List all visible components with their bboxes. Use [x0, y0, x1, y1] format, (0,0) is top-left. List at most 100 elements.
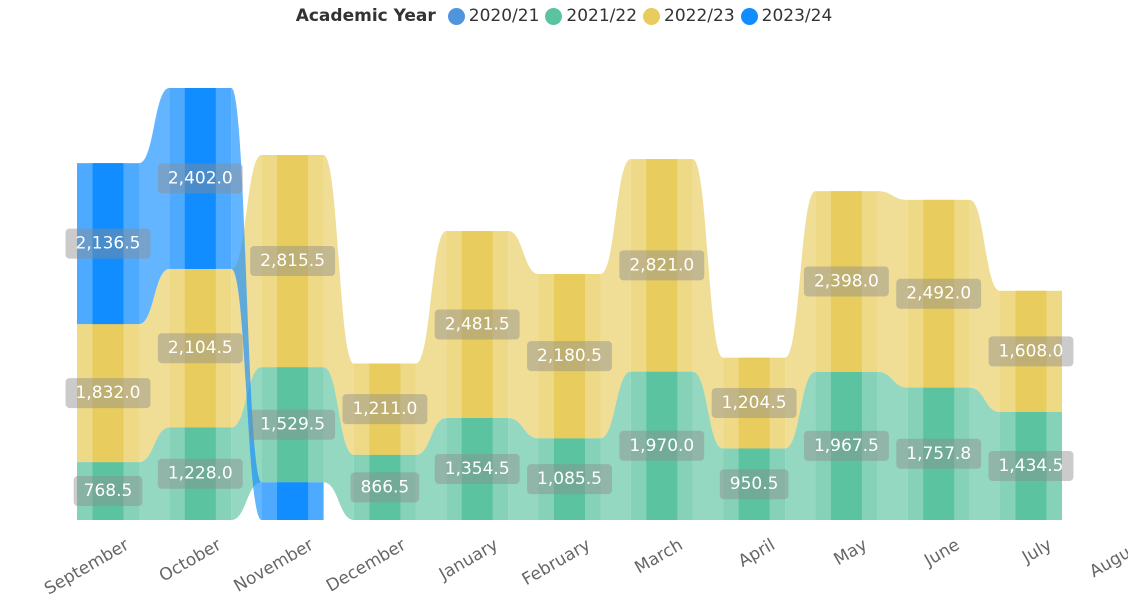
x-tick-label: October [156, 535, 225, 586]
column-core [646, 371, 678, 520]
label-bg [619, 430, 705, 461]
label-bg [527, 341, 612, 372]
legend-swatch [545, 7, 563, 25]
data-label: 1,354.5 [445, 459, 510, 479]
column-core [646, 159, 678, 372]
label-bg [527, 464, 612, 495]
ribbon [508, 417, 539, 520]
data-label: 2,492.0 [906, 284, 971, 304]
ribbon [877, 191, 908, 388]
label-bg [896, 438, 982, 469]
x-tick-label: February [519, 535, 594, 590]
label-bg [342, 394, 428, 425]
data-label: 768.5 [84, 481, 133, 501]
data-label: 1,434.5 [999, 456, 1064, 476]
data-label: 2,481.5 [445, 314, 510, 334]
column-core [923, 387, 955, 520]
column-core [92, 324, 124, 463]
column-core [184, 88, 216, 269]
label-bg [65, 378, 151, 409]
ribbon [323, 367, 354, 520]
legend-label: 2021/22 [566, 6, 638, 26]
x-tick-label: June [920, 535, 963, 571]
legend-swatch [643, 7, 661, 25]
column-core [461, 417, 493, 520]
column-core [277, 482, 309, 520]
labels: 768.5 1,832.0 2,136.5 1,228.0 2,104.5 2,402.0… [65, 163, 1074, 507]
legend-item[interactable]: 2021/22 [545, 6, 637, 26]
data-label: 1,204.5 [722, 393, 787, 413]
ribbon [969, 199, 1000, 412]
column-core [1015, 290, 1047, 412]
legend-swatch [447, 7, 465, 25]
legend-label: 2022/23 [664, 6, 735, 26]
columns [77, 88, 1062, 520]
ribbon [600, 159, 631, 439]
x-tick-label: April [735, 535, 779, 572]
label-bg [434, 453, 520, 484]
x-tick-label: August [1086, 535, 1128, 582]
x-tick-label: September [41, 535, 132, 599]
legend-item[interactable]: 2022/23 [643, 6, 735, 26]
data-label: 2,398.0 [814, 271, 879, 291]
column-core [738, 357, 770, 449]
x-tick-label: May [830, 535, 870, 570]
legend-title: Academic Year [295, 6, 436, 26]
label-bg [65, 228, 151, 259]
label-bg [988, 450, 1074, 481]
data-label: 1,832.0 [76, 383, 141, 403]
x-tick-label: December [323, 535, 409, 596]
x-tick-label: March [631, 535, 686, 578]
label-bg [803, 266, 889, 297]
data-label: 2,104.5 [168, 338, 233, 358]
label-bg [619, 250, 705, 281]
legend-item[interactable]: 2023/24 [740, 6, 832, 26]
label-bg [896, 278, 982, 309]
ribbon [508, 231, 539, 439]
legend-label: 2020/21 [468, 6, 540, 26]
ribbon [139, 88, 170, 325]
ribbon [692, 371, 724, 520]
ribbon [692, 159, 724, 449]
label-bg [250, 409, 336, 440]
x-tick-label: July [1018, 535, 1055, 568]
column-core [369, 363, 401, 455]
column-core [554, 273, 585, 439]
label-bg [803, 430, 889, 461]
column-core [277, 367, 309, 483]
column-core [277, 155, 309, 368]
label-bg [73, 476, 143, 507]
data-label: 2,136.5 [76, 234, 141, 254]
x-tick-label: January [435, 535, 502, 585]
label-bg [711, 388, 797, 419]
ribbon [231, 88, 262, 520]
ribbon [415, 231, 447, 455]
label-bg [157, 163, 243, 194]
data-label: 2,402.0 [168, 168, 233, 188]
ribbon [785, 191, 816, 449]
column-core [923, 199, 955, 388]
x-tick-label: November [231, 535, 318, 597]
legend-item[interactable]: 2020/21 [447, 6, 540, 26]
data-label: 2,815.5 [260, 251, 325, 271]
label-bg [250, 246, 336, 277]
ribbon [969, 387, 1000, 520]
ribbon [139, 268, 170, 463]
data-label: 1,228.0 [168, 464, 233, 484]
column-core [369, 454, 401, 520]
ribbon [600, 371, 631, 520]
ribbon [323, 155, 354, 455]
data-label: 1,608.0 [999, 341, 1064, 361]
column-core [738, 448, 770, 520]
data-label: 1,757.8 [906, 444, 971, 464]
ribbons [139, 88, 1000, 520]
data-label: 866.5 [361, 477, 410, 497]
data-label: 1,529.5 [260, 415, 325, 435]
label-bg [157, 333, 243, 364]
column-core [830, 191, 862, 372]
label-bg [350, 472, 420, 503]
ribbon [785, 371, 816, 520]
data-label: 2,180.5 [537, 346, 602, 366]
legend: Academic Year 2020/21 2021/22 2022/23 2023/… [0, 6, 1128, 26]
column-core [1015, 411, 1047, 520]
